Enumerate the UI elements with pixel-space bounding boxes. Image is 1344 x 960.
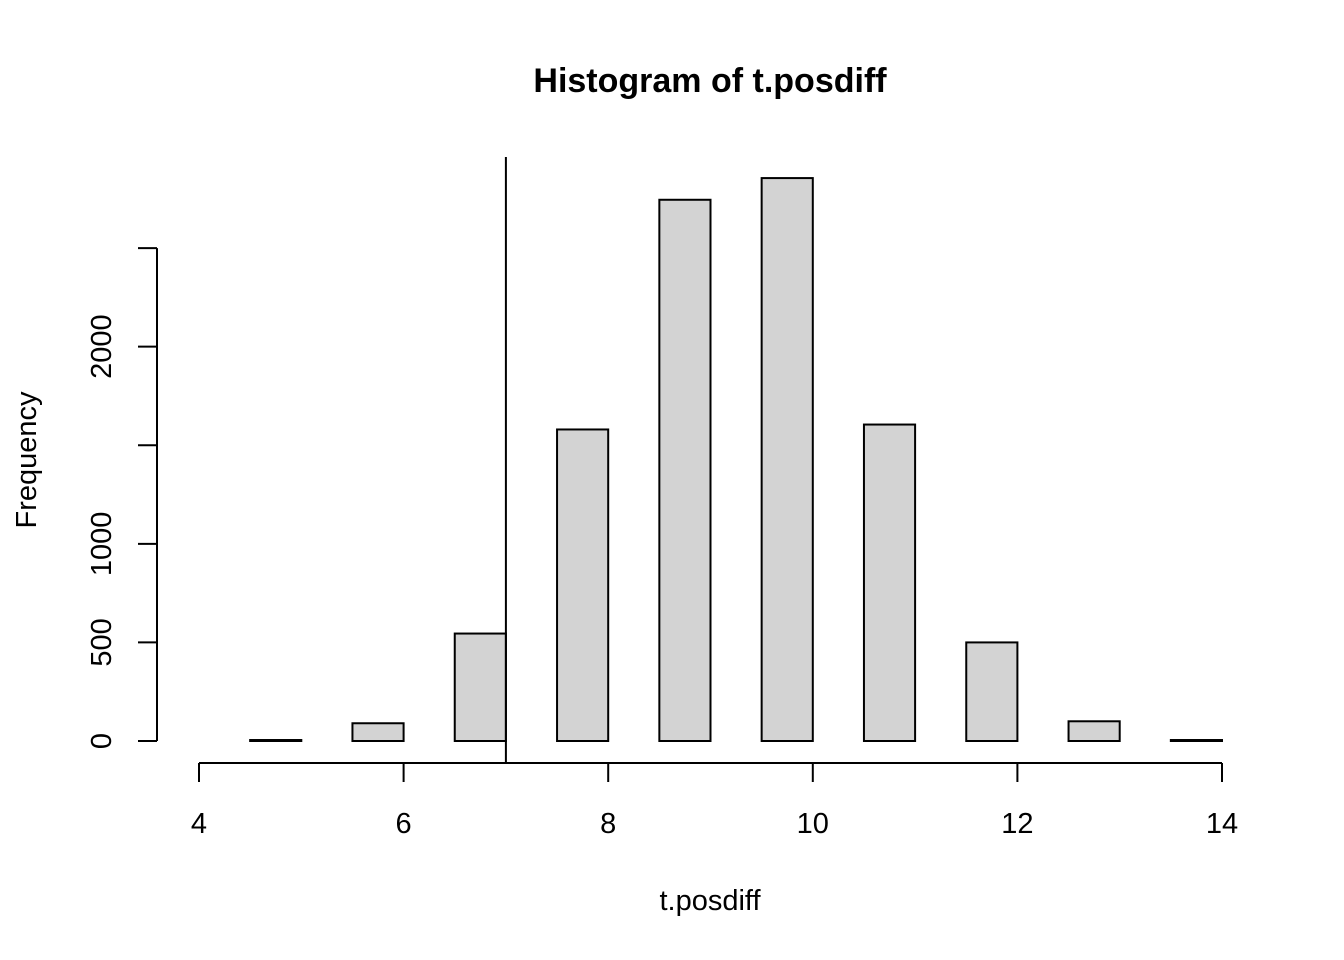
histogram-bar-19 xyxy=(1169,739,1223,743)
x-tick-label-0: 4 xyxy=(191,808,207,840)
histogram-bar-11 xyxy=(760,177,814,742)
y-axis-label: Frequency xyxy=(11,391,43,529)
histogram-bar-5 xyxy=(453,632,507,743)
histogram-bar-17 xyxy=(1067,720,1121,743)
x-tick-label-1: 6 xyxy=(396,808,412,840)
x-tick-label-4: 12 xyxy=(1001,808,1033,840)
histogram-bar-9 xyxy=(658,198,712,742)
histogram-bar-15 xyxy=(965,641,1019,742)
y-axis: 0 500 1000 2000 xyxy=(86,247,158,749)
y-tick-label-4: 2000 xyxy=(86,314,118,379)
chart-title: Histogram of t.posdiff xyxy=(533,62,887,100)
x-tick-label-2: 8 xyxy=(600,808,616,840)
histogram-bar-3 xyxy=(351,722,405,742)
y-tick-label-0: 0 xyxy=(86,733,118,749)
y-tick-label-1: 500 xyxy=(86,618,118,666)
x-axis-label: t.posdiff xyxy=(659,885,761,917)
x-tick-label-5: 14 xyxy=(1206,808,1238,840)
histogram-bar-13 xyxy=(862,423,917,742)
x-tick-label-3: 10 xyxy=(797,808,829,840)
y-tick-label-2: 1000 xyxy=(86,512,118,577)
histogram-bar-1 xyxy=(249,739,303,743)
histogram-bar-7 xyxy=(556,428,610,742)
x-axis: 4 6 8 10 12 14 xyxy=(191,762,1238,840)
histogram-bars xyxy=(249,177,1223,743)
